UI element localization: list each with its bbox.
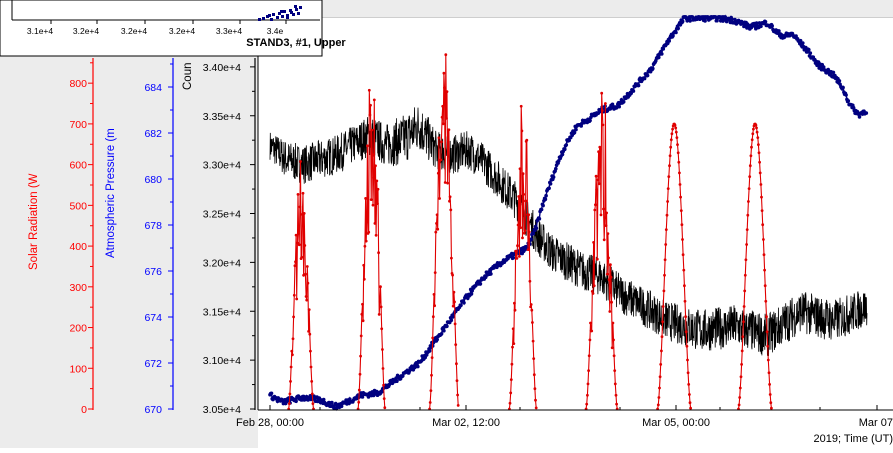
inset-point: [276, 16, 279, 19]
solar-peak-1: [288, 161, 315, 410]
counts-tick-label: 3.30e+4: [203, 160, 241, 172]
counts-tick-label: 3.10e+4: [203, 355, 241, 367]
top-bar: [320, 0, 893, 18]
pressure-axis-title: Atmospheric Pressure (m: [105, 128, 117, 258]
inset-point: [283, 10, 286, 13]
solar-series: [287, 53, 773, 411]
plot-layer: [268, 14, 869, 412]
x-tick-label: Mar 07: [859, 417, 893, 429]
solar-tick-label: 700: [69, 119, 87, 131]
solar-peak-5: [585, 93, 618, 410]
solar-tick-label: 800: [69, 78, 87, 90]
inset-point: [258, 18, 261, 21]
pressure-tick-label: 678: [144, 220, 162, 232]
pressure-tick-label: 670: [144, 404, 162, 416]
pressure-series: [268, 14, 869, 412]
inset-point: [286, 14, 289, 17]
x-tick-label: Mar 05, 00:00: [642, 417, 710, 429]
inset-chart: 3.1e+4 3.2e+4 3.2e+4 3.2e+4 3.3e+4 3.4e STAND…: [0, 0, 346, 57]
solar-peak-3: [429, 54, 459, 410]
inset-tick-label: 3.4e: [267, 26, 284, 36]
inset-points: [258, 5, 302, 21]
pressure-tick-label: 674: [144, 312, 162, 324]
solar-tick-label: 100: [69, 363, 87, 375]
inset-point: [289, 9, 292, 12]
solar-tick-label: 0: [81, 404, 87, 416]
counts-tick-label: 3.25e+4: [203, 209, 241, 221]
pressure-tick-label: 684: [144, 82, 162, 94]
inset-point: [299, 6, 302, 9]
counts-tick-label: 3.20e+4: [203, 257, 241, 269]
inset-point: [262, 17, 265, 20]
pressure-tick-label: 680: [144, 174, 162, 186]
inset-frame: [0, 0, 323, 57]
solar-peak-4: [508, 106, 537, 410]
inset-tick-label: 3.2e+4: [169, 26, 196, 36]
solar-tick-label: 500: [69, 200, 87, 212]
inset-point: [270, 18, 273, 21]
inset-point: [286, 16, 289, 19]
pressure-tick-label: 672: [144, 358, 162, 370]
inset-point: [278, 12, 281, 15]
solar-point: [374, 233, 378, 237]
solar-tick-label: 200: [69, 323, 87, 335]
x-tick-label: Mar 02, 12:00: [432, 417, 500, 429]
counts-axis-title: Coun: [182, 63, 194, 91]
plot-area: [258, 18, 893, 410]
bottom-strip: [258, 410, 893, 448]
pressure-series-line: [269, 14, 867, 412]
solar-tick-label: 300: [69, 282, 87, 294]
inset-tick-label: 3.2e+4: [73, 26, 100, 36]
inset-point: [281, 15, 284, 18]
inset-point: [268, 14, 271, 17]
inset-tick-label: 3.1e+4: [27, 26, 54, 36]
inset-point: [266, 15, 269, 18]
axes-layer: Feb 28, 00:00 Mar 02, 12:00 Mar 05, 00:00 M…: [28, 36, 893, 429]
inset-tick-label: 3.2e+4: [121, 26, 148, 36]
x-tick-label: Feb 28, 00:00: [236, 417, 304, 429]
inset-ticks: 3.1e+4 3.2e+4 3.2e+4 3.2e+4 3.3e+4 3.4e: [27, 20, 287, 36]
inset-label: STAND3, #1, Upper: [246, 37, 346, 49]
solar-peak-7: [737, 123, 772, 410]
pressure-tick-label: 682: [144, 128, 162, 140]
inset-point: [294, 5, 297, 8]
solar-tick-label: 400: [69, 241, 87, 253]
inset-tick-label: 3.3e+4: [216, 26, 243, 36]
solar-tick-label: 600: [69, 160, 87, 172]
inset-point: [290, 11, 293, 14]
counts-tick-label: 3.05e+4: [203, 404, 241, 416]
inset-point: [297, 12, 300, 15]
counts-tick-label: 3.15e+4: [203, 306, 241, 318]
pressure-tick-label: 676: [144, 266, 162, 278]
inset-point: [272, 13, 275, 16]
inset-point: [295, 8, 298, 11]
solar-peak-2: [357, 90, 386, 410]
counts-tick-label: 3.40e+4: [203, 62, 241, 74]
inset-point: [280, 10, 283, 13]
counts-tick-label: 3.35e+4: [203, 111, 241, 123]
solar-axis-title: Solar Radiation (W: [28, 173, 40, 270]
x-axis-label: 2019; Time (UT): [814, 433, 893, 445]
solar-peak-6: [657, 123, 692, 410]
inset-point: [292, 13, 295, 16]
